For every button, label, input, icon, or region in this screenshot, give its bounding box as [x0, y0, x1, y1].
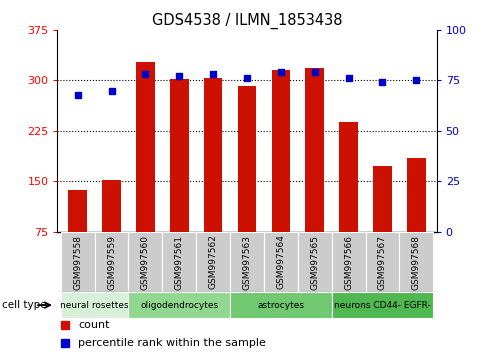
Bar [204, 79, 223, 232]
Bar [61, 232, 95, 292]
Text: GSM997567: GSM997567 [378, 235, 387, 290]
Point [311, 70, 319, 75]
Bar [162, 232, 196, 292]
Text: count: count [78, 320, 110, 330]
Bar [399, 232, 433, 292]
Text: cell type: cell type [2, 300, 47, 310]
Point [141, 72, 149, 77]
Bar [170, 79, 189, 232]
Bar [196, 232, 230, 292]
Text: GSM997563: GSM997563 [243, 235, 251, 290]
Point [412, 78, 420, 83]
Text: GSM997561: GSM997561 [175, 235, 184, 290]
Bar [61, 292, 129, 318]
Text: oligodendrocytes: oligodendrocytes [140, 301, 219, 310]
Point [378, 80, 386, 85]
Text: neurons CD44- EGFR-: neurons CD44- EGFR- [334, 301, 431, 310]
Bar [339, 122, 358, 232]
Point [209, 72, 217, 77]
Bar [136, 62, 155, 232]
Bar [129, 232, 162, 292]
Point [108, 88, 116, 93]
Bar [365, 232, 399, 292]
Text: GSM997562: GSM997562 [209, 235, 218, 290]
Point [277, 70, 285, 75]
Bar [332, 292, 433, 318]
Text: neural rosettes: neural rosettes [60, 301, 129, 310]
Text: GSM997564: GSM997564 [276, 235, 285, 290]
Bar [305, 68, 324, 232]
Text: GSM997559: GSM997559 [107, 235, 116, 290]
Bar [102, 180, 121, 232]
Bar [95, 232, 129, 292]
Bar [271, 70, 290, 232]
Bar [264, 232, 298, 292]
Point [74, 92, 82, 97]
Bar [298, 232, 332, 292]
Point [175, 74, 183, 79]
Title: GDS4538 / ILMN_1853438: GDS4538 / ILMN_1853438 [152, 12, 342, 29]
Text: GSM997568: GSM997568 [412, 235, 421, 290]
Bar [238, 86, 256, 232]
Bar [373, 166, 392, 232]
Bar [407, 158, 426, 232]
Point [243, 76, 251, 81]
Bar [332, 232, 365, 292]
Bar [230, 292, 332, 318]
Text: GSM997565: GSM997565 [310, 235, 319, 290]
Text: percentile rank within the sample: percentile rank within the sample [78, 338, 266, 348]
Text: astrocytes: astrocytes [257, 301, 304, 310]
Point [345, 76, 353, 81]
Text: GSM997560: GSM997560 [141, 235, 150, 290]
Text: GSM997558: GSM997558 [73, 235, 82, 290]
Bar [68, 190, 87, 232]
Bar [129, 292, 230, 318]
Bar [230, 232, 264, 292]
Text: GSM997566: GSM997566 [344, 235, 353, 290]
